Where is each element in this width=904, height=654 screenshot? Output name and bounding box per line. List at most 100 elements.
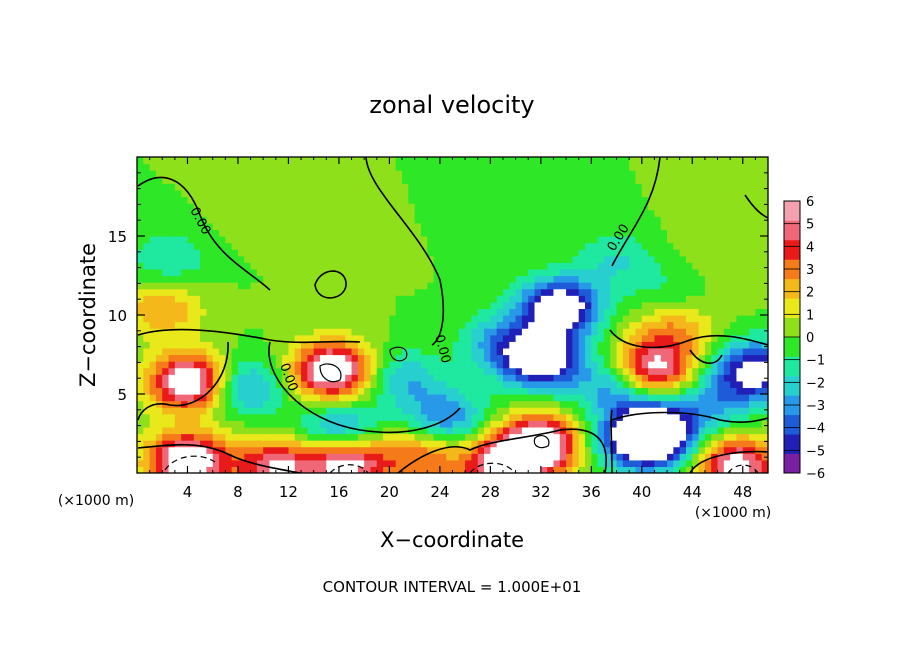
heatmap-cell bbox=[389, 466, 397, 473]
heatmap-cell bbox=[667, 222, 674, 231]
heatmap-cell bbox=[471, 420, 479, 428]
heatmap-cell bbox=[414, 420, 422, 428]
heatmap-cell bbox=[282, 242, 290, 250]
heatmap-cell bbox=[723, 367, 731, 375]
heatmap-cell bbox=[736, 249, 744, 257]
heatmap-cell bbox=[585, 328, 592, 336]
heatmap-cell bbox=[509, 466, 517, 473]
heatmap-cell bbox=[256, 426, 264, 435]
heatmap-cell bbox=[704, 308, 712, 316]
heatmap-cell bbox=[351, 347, 359, 356]
heatmap-cell bbox=[509, 268, 517, 277]
heatmap-cell bbox=[591, 328, 599, 336]
heatmap-cell bbox=[231, 367, 239, 375]
heatmap-cell bbox=[547, 466, 555, 473]
heatmap-cell bbox=[711, 394, 719, 402]
heatmap-cell bbox=[187, 176, 195, 184]
heatmap-cell bbox=[219, 176, 226, 184]
heatmap-cell bbox=[143, 236, 151, 244]
heatmap-cell bbox=[496, 196, 504, 204]
heatmap-cell bbox=[219, 295, 226, 303]
heatmap-cell bbox=[200, 446, 208, 454]
zero-contour-line bbox=[314, 270, 347, 299]
heatmap-cell bbox=[446, 459, 454, 468]
heatmap-cell bbox=[269, 176, 277, 184]
heatmap-cell bbox=[484, 183, 491, 191]
heatmap-cell bbox=[206, 334, 214, 342]
heatmap-cell bbox=[155, 315, 163, 323]
heatmap-cell bbox=[256, 453, 264, 461]
heatmap-cell bbox=[578, 413, 586, 421]
heatmap-cell bbox=[717, 255, 725, 263]
heatmap-cell bbox=[591, 295, 599, 303]
heatmap-cell bbox=[629, 255, 637, 263]
heatmap-cell bbox=[679, 222, 687, 231]
heatmap-cell bbox=[225, 380, 233, 389]
heatmap-cell bbox=[338, 315, 346, 323]
heatmap-cell bbox=[313, 413, 321, 421]
heatmap-cell bbox=[622, 413, 630, 421]
heatmap-cell bbox=[610, 315, 618, 323]
heatmap-cell bbox=[622, 157, 630, 165]
heatmap-cell bbox=[610, 268, 618, 277]
heatmap-cell bbox=[692, 354, 700, 362]
heatmap-cell bbox=[471, 203, 479, 211]
heatmap-cell bbox=[534, 321, 542, 329]
heatmap-cell bbox=[603, 459, 611, 468]
heatmap-cell bbox=[484, 229, 491, 237]
heatmap-cell bbox=[408, 189, 416, 198]
heatmap-cell bbox=[730, 222, 738, 231]
heatmap-cell bbox=[484, 301, 491, 310]
heatmap-cell bbox=[402, 189, 409, 198]
heatmap-cell bbox=[585, 209, 592, 217]
heatmap-cell bbox=[465, 255, 473, 263]
heatmap-cell bbox=[736, 367, 744, 375]
heatmap-cell bbox=[547, 242, 555, 250]
heatmap-cell bbox=[730, 354, 738, 362]
heatmap-cell bbox=[679, 196, 687, 204]
heatmap-cell bbox=[761, 189, 768, 198]
heatmap-cell bbox=[711, 341, 719, 349]
heatmap-cell bbox=[490, 459, 498, 468]
heatmap-cell bbox=[269, 308, 277, 316]
heatmap-cell bbox=[395, 255, 403, 263]
heatmap-cell bbox=[673, 446, 681, 454]
heatmap-cell bbox=[566, 440, 573, 448]
heatmap-cell bbox=[446, 157, 454, 165]
heatmap-cell bbox=[654, 387, 662, 395]
heatmap-cell bbox=[414, 453, 422, 461]
heatmap-cell bbox=[730, 268, 738, 277]
heatmap-cell bbox=[143, 170, 151, 178]
heatmap-cell bbox=[692, 183, 700, 191]
heatmap-cell bbox=[332, 262, 340, 270]
heatmap-cell bbox=[578, 163, 586, 171]
heatmap-cell bbox=[269, 413, 277, 421]
heatmap-cell bbox=[540, 209, 548, 217]
heatmap-cell bbox=[364, 459, 372, 468]
heatmap-cell bbox=[458, 268, 466, 277]
heatmap-cell bbox=[730, 420, 738, 428]
heatmap-cell bbox=[137, 407, 144, 415]
heatmap-cell bbox=[572, 328, 580, 336]
heatmap-cell bbox=[250, 367, 258, 375]
heatmap-cell bbox=[452, 288, 460, 296]
heatmap-cell bbox=[629, 321, 637, 329]
heatmap-cell bbox=[723, 394, 731, 402]
heatmap-cell bbox=[193, 163, 201, 171]
heatmap-cell bbox=[301, 308, 308, 316]
heatmap-cell bbox=[364, 262, 372, 270]
heatmap-cell bbox=[641, 189, 649, 198]
heatmap-cell bbox=[231, 321, 239, 329]
heatmap-cell bbox=[414, 459, 422, 468]
heatmap-cell bbox=[345, 315, 353, 323]
heatmap-cell bbox=[319, 334, 327, 342]
heatmap-cell bbox=[755, 328, 763, 336]
heatmap-cell bbox=[275, 255, 283, 263]
heatmap-cell bbox=[168, 295, 176, 303]
heatmap-cell bbox=[149, 236, 157, 244]
heatmap-cell bbox=[244, 334, 252, 342]
heatmap-cell bbox=[597, 222, 605, 231]
heatmap-cell bbox=[692, 189, 700, 198]
heatmap-cell bbox=[648, 157, 656, 165]
heatmap-cell bbox=[452, 440, 460, 448]
